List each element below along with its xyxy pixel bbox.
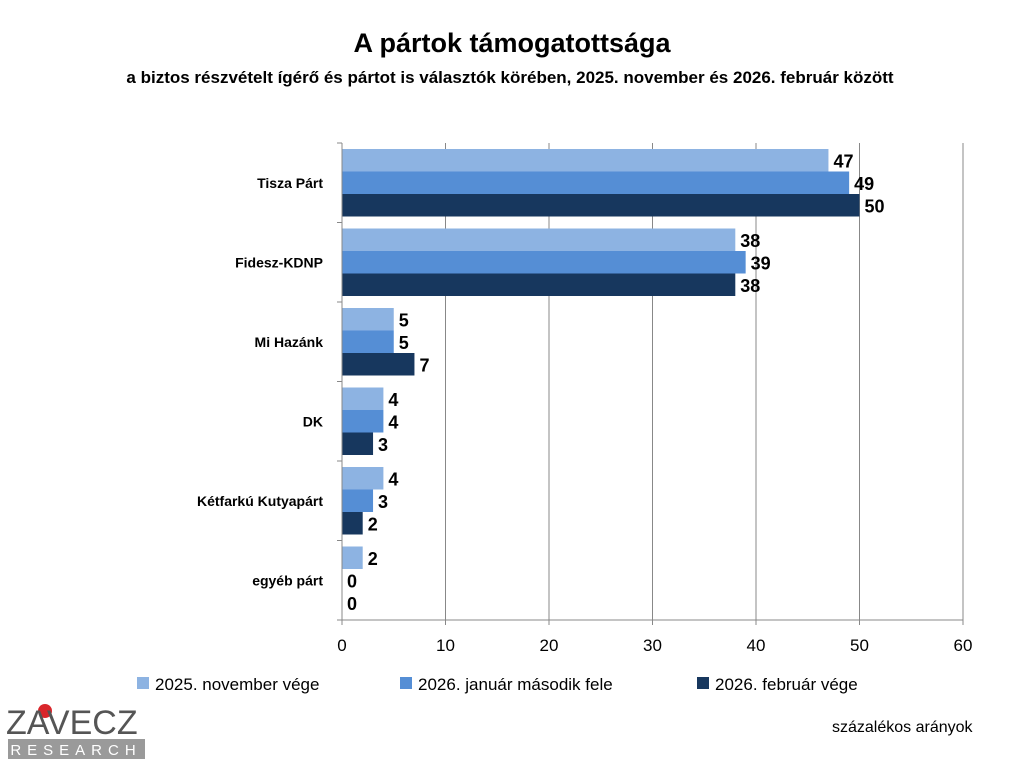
bar [342, 171, 850, 194]
data-label: 5 [399, 310, 409, 330]
legend-swatch [697, 677, 709, 689]
zavecz-logo: ZAVECZ RESEARCH [4, 698, 149, 765]
category-label: egyéb párt [252, 572, 323, 588]
data-label: 39 [751, 253, 771, 273]
data-label: 47 [833, 151, 853, 171]
bar [342, 353, 415, 376]
data-label: 2 [368, 514, 378, 534]
category-label: Kétfarkú Kutyapárt [197, 493, 323, 509]
x-tick-label: 50 [850, 636, 869, 655]
bar [342, 149, 829, 172]
bar [342, 387, 384, 410]
data-label: 4 [388, 390, 398, 410]
x-tick-label: 10 [436, 636, 455, 655]
bar [342, 467, 384, 490]
data-label: 3 [378, 435, 388, 455]
legend-label: 2026. február vége [715, 675, 858, 694]
x-tick-label: 60 [954, 636, 973, 655]
units-note: százalékos arányok [832, 719, 973, 736]
x-tick-label: 0 [337, 636, 346, 655]
data-label: 0 [347, 594, 357, 614]
data-label: 2 [368, 549, 378, 569]
category-label: Mi Hazánk [255, 334, 324, 350]
bar [342, 410, 384, 433]
category-label: Tisza Párt [257, 175, 323, 191]
chart-title: A pártok támogatottsága [353, 28, 671, 58]
legend-swatch [137, 677, 149, 689]
category-label: Fidesz-KDNP [235, 254, 323, 270]
bar [342, 512, 363, 535]
legend-swatch [400, 677, 412, 689]
legend-label: 2026. január második fele [418, 675, 613, 694]
data-label: 38 [740, 231, 760, 251]
data-label: 3 [378, 492, 388, 512]
chart-subtitle: a biztos részvételt ígérő és pártot is v… [126, 68, 894, 87]
data-label: 49 [854, 174, 874, 194]
svg-text:ZAVECZ: ZAVECZ [6, 704, 138, 742]
bar [342, 228, 736, 251]
svg-text:RESEARCH: RESEARCH [10, 742, 141, 759]
bar [342, 273, 736, 296]
x-tick-label: 20 [540, 636, 559, 655]
data-label: 50 [865, 196, 885, 216]
bar [342, 330, 394, 353]
data-label: 4 [388, 412, 398, 432]
bar [342, 194, 860, 217]
bar [342, 432, 374, 455]
data-label: 0 [347, 571, 357, 591]
bar [342, 489, 374, 512]
data-label: 5 [399, 333, 409, 353]
x-tick-label: 40 [747, 636, 766, 655]
legend-label: 2025. november vége [155, 675, 319, 694]
data-label: 4 [388, 469, 398, 489]
x-tick-label: 30 [643, 636, 662, 655]
category-label: DK [303, 413, 323, 429]
bar [342, 546, 363, 569]
bar [342, 251, 746, 274]
data-label: 7 [419, 355, 429, 375]
bar [342, 308, 394, 331]
data-label: 38 [740, 276, 760, 296]
